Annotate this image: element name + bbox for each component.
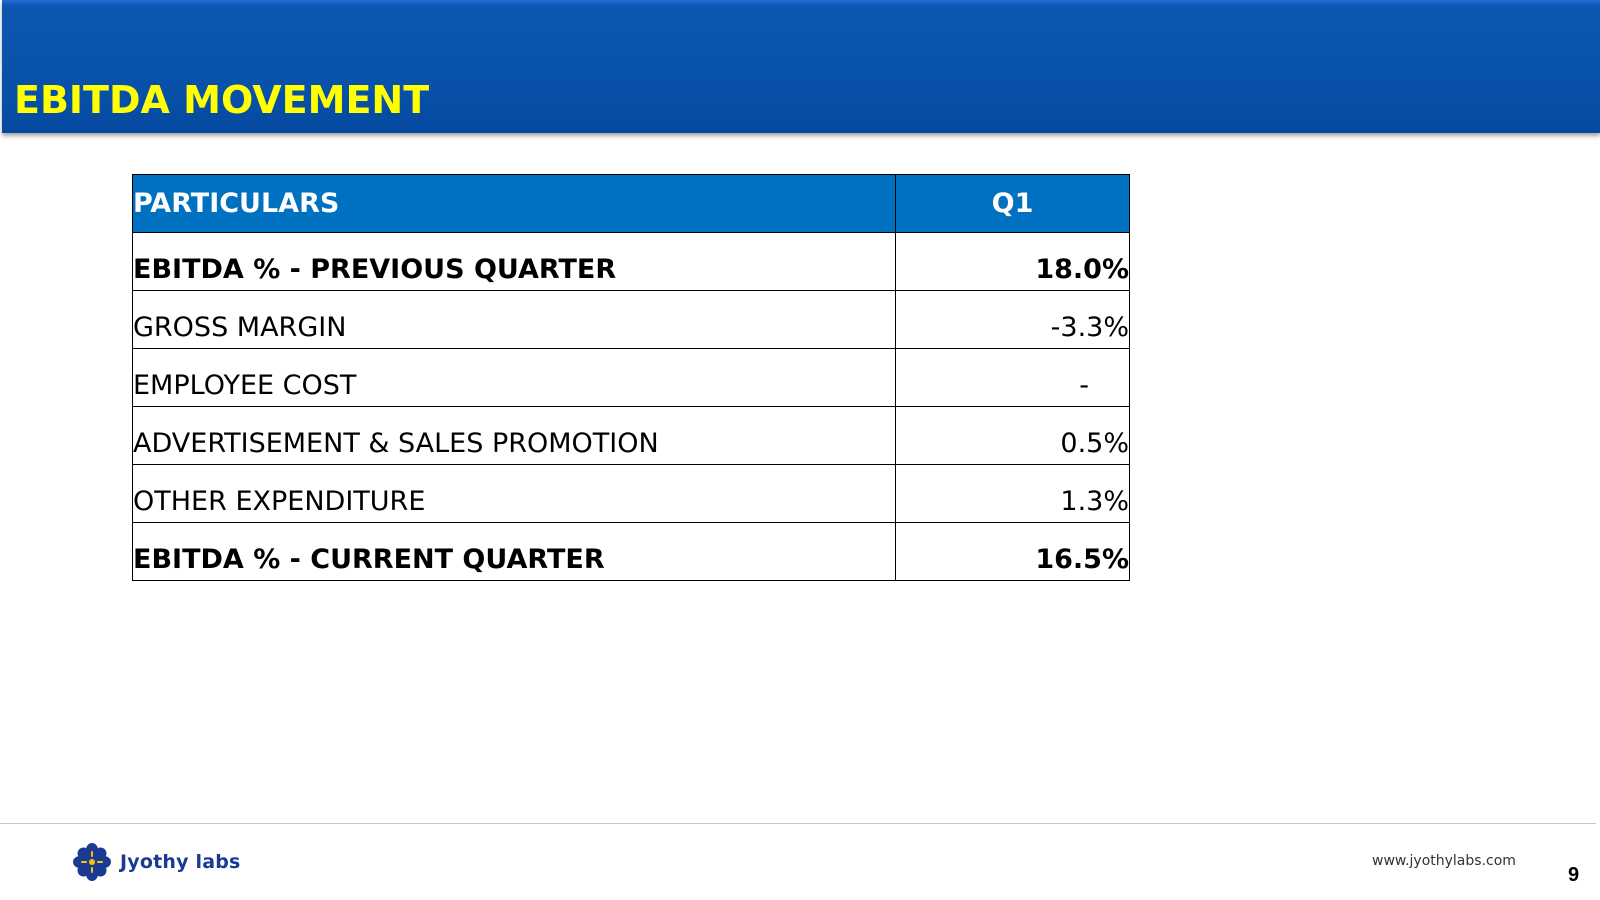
row-value: - bbox=[895, 348, 1130, 407]
slide-title: EBITDA MOVEMENT bbox=[14, 78, 430, 122]
ebitda-table: PARTICULARS Q1 EBITDA % - PREVIOUS QUART… bbox=[132, 174, 1130, 581]
website-url: www.jyothylabs.com bbox=[1372, 853, 1516, 869]
row-value: 0.5% bbox=[895, 406, 1130, 465]
row-value: 1.3% bbox=[895, 464, 1130, 523]
company-logo: Jyothy labs bbox=[72, 842, 241, 882]
page-number: 9 bbox=[1568, 864, 1580, 886]
row-label: EBITDA % - CURRENT QUARTER bbox=[132, 522, 896, 581]
row-label: ADVERTISEMENT & SALES PROMOTION bbox=[132, 406, 896, 465]
jyothy-labs-flower-logo-icon bbox=[73, 843, 111, 881]
row-value: 16.5% bbox=[895, 522, 1130, 581]
table-row: EBITDA % - PREVIOUS QUARTER 18.0% bbox=[132, 232, 1130, 291]
logo-wordmark: Jyothy labs bbox=[120, 851, 241, 873]
header-particulars: PARTICULARS bbox=[132, 174, 896, 233]
table-row: EMPLOYEE COST - bbox=[132, 348, 1130, 407]
footer-divider bbox=[0, 823, 1596, 824]
header-q1: Q1 bbox=[895, 174, 1130, 233]
title-bar bbox=[2, 0, 1600, 133]
row-label: OTHER EXPENDITURE bbox=[132, 464, 896, 523]
row-value: -3.3% bbox=[895, 290, 1130, 349]
row-label: GROSS MARGIN bbox=[132, 290, 896, 349]
table-row: GROSS MARGIN -3.3% bbox=[132, 290, 1130, 349]
table-row: OTHER EXPENDITURE 1.3% bbox=[132, 464, 1130, 523]
row-label: EBITDA % - PREVIOUS QUARTER bbox=[132, 232, 896, 291]
table-header-row: PARTICULARS Q1 bbox=[132, 174, 1130, 233]
row-label: EMPLOYEE COST bbox=[132, 348, 896, 407]
table-row: ADVERTISEMENT & SALES PROMOTION 0.5% bbox=[132, 406, 1130, 465]
row-value: 18.0% bbox=[895, 232, 1130, 291]
table-row: EBITDA % - CURRENT QUARTER 16.5% bbox=[132, 522, 1130, 581]
